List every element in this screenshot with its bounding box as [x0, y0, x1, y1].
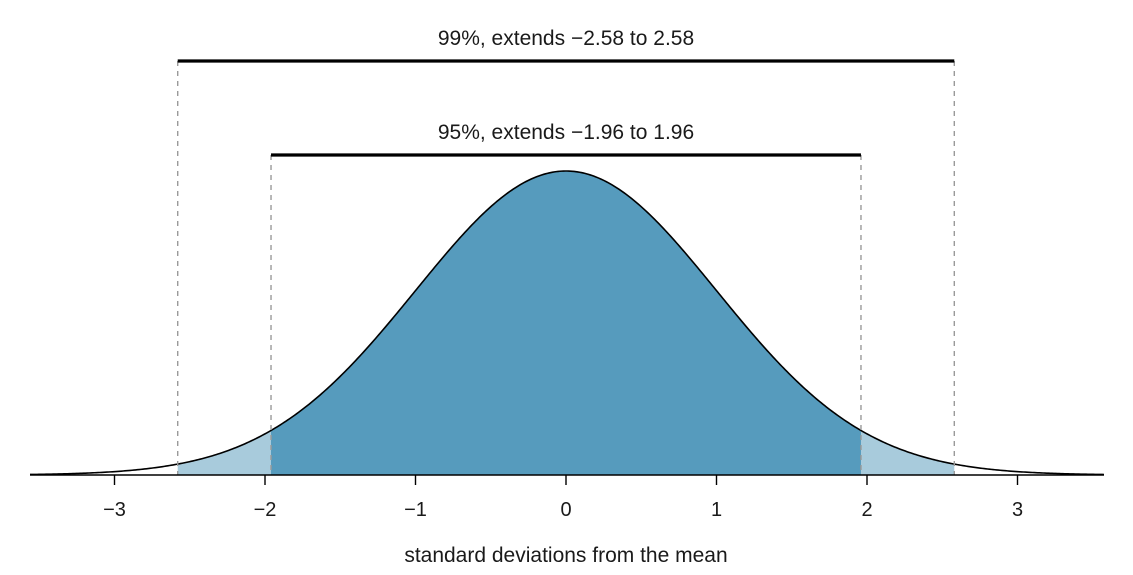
- interval-label-1: 95%, extends −1.96 to 1.96: [438, 121, 694, 144]
- x-tick-label: 2: [861, 499, 872, 521]
- x-tick-label: 0: [560, 499, 571, 521]
- x-tick-label: −3: [103, 499, 126, 521]
- x-tick-label: 3: [1012, 499, 1023, 521]
- x-tick-label: −2: [254, 499, 277, 521]
- interval-guides: 99%, extends −2.58 to 2.58 95%, extends −…: [177, 27, 955, 475]
- shaded-areas: [177, 171, 955, 475]
- density-curve: [29, 170, 1105, 476]
- x-ticks: −3 −2 −1 0 1 2 3: [103, 475, 1023, 521]
- x-tick-label: 1: [711, 499, 722, 521]
- x-axis-title: standard deviations from the mean: [404, 544, 727, 567]
- shaded-area-1: [271, 171, 861, 475]
- interval-label-0: 99%, extends −2.58 to 2.58: [438, 27, 694, 50]
- x-tick-label: −1: [404, 499, 427, 521]
